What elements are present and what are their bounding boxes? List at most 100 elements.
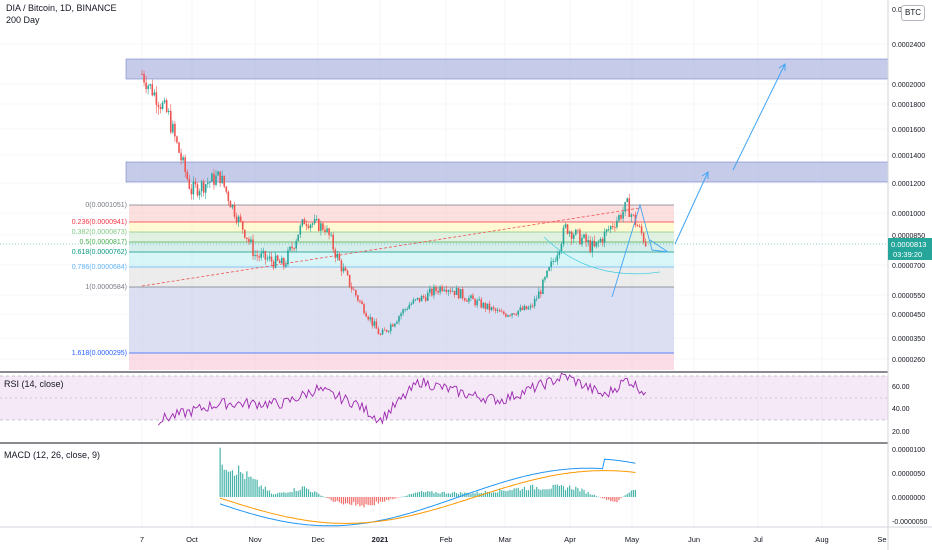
candle-body bbox=[558, 251, 561, 256]
candle-body bbox=[237, 216, 240, 223]
candle-body bbox=[375, 321, 378, 329]
candle-body bbox=[494, 308, 497, 311]
macd-bar bbox=[353, 497, 355, 503]
macd-bar bbox=[532, 484, 534, 497]
macd-bar bbox=[488, 491, 491, 497]
candle-body bbox=[455, 288, 458, 295]
macd-bar bbox=[412, 493, 414, 497]
candle-body bbox=[276, 255, 279, 261]
macd-bar bbox=[511, 490, 513, 497]
candle-body bbox=[410, 303, 413, 305]
macd-bar bbox=[268, 490, 271, 497]
macd-bar bbox=[437, 493, 439, 497]
candle-body bbox=[357, 295, 359, 301]
projection-arrow-2[interactable] bbox=[732, 63, 786, 171]
macd-bar bbox=[388, 497, 390, 501]
resistance-zone-upper[interactable] bbox=[125, 58, 889, 80]
candle-body bbox=[157, 104, 160, 107]
macd-bar bbox=[270, 493, 273, 497]
candle-body bbox=[206, 182, 209, 185]
candle-body bbox=[500, 311, 503, 313]
cup-curve[interactable] bbox=[543, 236, 661, 275]
macd-bar bbox=[441, 492, 443, 497]
candle-body bbox=[406, 308, 409, 310]
candle-body bbox=[180, 152, 182, 161]
price-tick: 0.0000260 bbox=[892, 357, 925, 364]
candle-body bbox=[209, 181, 211, 183]
candle-body bbox=[155, 92, 158, 105]
candle-body bbox=[151, 84, 154, 96]
candle-body bbox=[435, 286, 437, 291]
candle-body bbox=[217, 171, 219, 176]
rsi-label[interactable]: RSI (14, close) bbox=[4, 379, 64, 389]
fibonacci-retracement[interactable] bbox=[129, 204, 674, 370]
projection-arrow-1[interactable] bbox=[674, 171, 709, 245]
macd-bar bbox=[344, 497, 347, 504]
macd-bar bbox=[264, 486, 266, 497]
candle-body bbox=[229, 201, 232, 208]
macd-line[interactable] bbox=[219, 458, 636, 527]
candle-body bbox=[424, 297, 427, 301]
candle-body bbox=[474, 299, 476, 306]
candle-body bbox=[638, 226, 641, 228]
candle-body bbox=[182, 157, 184, 161]
candle-body bbox=[381, 329, 384, 335]
candle-body bbox=[315, 219, 318, 220]
macd-bar bbox=[303, 486, 306, 497]
candle-body bbox=[227, 191, 230, 202]
time-label: Jul bbox=[753, 535, 763, 544]
rsi-line[interactable] bbox=[158, 372, 647, 426]
candle-body bbox=[153, 92, 156, 96]
resistance-zone-lower[interactable] bbox=[125, 161, 889, 183]
breakout-triangle[interactable] bbox=[611, 203, 669, 298]
candle-body bbox=[433, 286, 435, 296]
candle-body bbox=[326, 228, 328, 232]
candle-body bbox=[340, 260, 343, 272]
candle-body bbox=[505, 313, 507, 317]
candle-body bbox=[318, 219, 320, 231]
candle-body bbox=[517, 310, 520, 315]
macd-bar bbox=[538, 489, 540, 497]
price-tick: 0.0000850 bbox=[892, 233, 925, 240]
macd-bar bbox=[238, 465, 240, 497]
candle-body bbox=[198, 191, 201, 196]
macd-bar bbox=[375, 497, 377, 502]
macd-bar bbox=[558, 485, 560, 497]
macd-bar bbox=[505, 491, 507, 497]
candle-body bbox=[527, 307, 530, 310]
macd-bar bbox=[470, 493, 472, 497]
candle-body bbox=[176, 136, 178, 143]
candle-body bbox=[196, 184, 199, 196]
candle-body bbox=[554, 261, 557, 262]
macd-bar bbox=[367, 497, 369, 505]
candle-body bbox=[579, 229, 581, 245]
macd-bar bbox=[527, 490, 530, 497]
candle-body bbox=[544, 277, 546, 280]
candle-body bbox=[577, 229, 579, 231]
macd-bar bbox=[546, 489, 548, 497]
candle-body bbox=[618, 215, 620, 221]
macd-label[interactable]: MACD (12, 26, close, 9) bbox=[4, 450, 101, 460]
candle-body bbox=[470, 295, 472, 299]
macd-bar bbox=[601, 497, 604, 499]
macd-bar bbox=[618, 497, 620, 501]
macd-bar bbox=[630, 490, 632, 497]
price-tick: 0.0000550 bbox=[892, 293, 925, 300]
currency-badge[interactable]: BTC bbox=[901, 5, 925, 21]
macd-bar bbox=[342, 497, 345, 505]
macd-bar bbox=[634, 489, 637, 497]
macd-bar bbox=[402, 496, 404, 497]
macd-bar bbox=[408, 494, 410, 497]
macd-bar bbox=[314, 491, 316, 497]
macd-bar bbox=[336, 497, 338, 501]
candle-body bbox=[297, 234, 300, 241]
signal-line[interactable] bbox=[219, 470, 636, 524]
candle-body bbox=[260, 253, 263, 258]
candle-body bbox=[338, 253, 341, 261]
dashed-trendline[interactable] bbox=[141, 207, 641, 287]
macd-bar bbox=[566, 487, 569, 497]
macd-bar bbox=[260, 485, 262, 497]
candle-body bbox=[560, 243, 563, 252]
macd-bar bbox=[369, 497, 371, 506]
